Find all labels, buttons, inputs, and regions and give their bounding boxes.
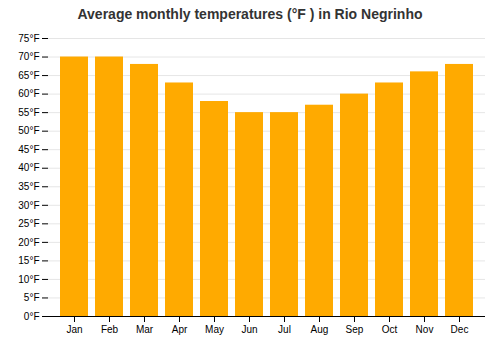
svg-text:Dec: Dec — [451, 324, 469, 335]
svg-text:50°F: 50°F — [18, 125, 39, 136]
svg-text:20°F: 20°F — [18, 237, 39, 248]
svg-text:Mar: Mar — [136, 324, 154, 335]
svg-text:10°F: 10°F — [18, 274, 39, 285]
svg-text:Oct: Oct — [382, 324, 398, 335]
svg-text:Sep: Sep — [346, 324, 364, 335]
svg-text:Feb: Feb — [101, 324, 119, 335]
svg-text:30°F: 30°F — [18, 200, 39, 211]
svg-text:35°F: 35°F — [18, 181, 39, 192]
svg-text:15°F: 15°F — [18, 255, 39, 266]
svg-text:Jul: Jul — [278, 324, 291, 335]
svg-text:25°F: 25°F — [18, 218, 39, 229]
svg-text:Apr: Apr — [172, 324, 188, 335]
svg-text:0°F: 0°F — [24, 311, 40, 322]
svg-text:75°F: 75°F — [18, 33, 39, 44]
svg-text:45°F: 45°F — [18, 144, 39, 155]
svg-text:5°F: 5°F — [24, 292, 40, 303]
svg-text:65°F: 65°F — [18, 70, 39, 81]
svg-text:Nov: Nov — [416, 324, 434, 335]
svg-text:70°F: 70°F — [18, 51, 39, 62]
svg-text:60°F: 60°F — [18, 88, 39, 99]
svg-text:40°F: 40°F — [18, 162, 39, 173]
svg-text:Aug: Aug — [311, 324, 329, 335]
html-text:Average monthly temperatures (: Average monthly temperatures (°F ) in Ri… — [77, 6, 423, 22]
svg-text:55°F: 55°F — [18, 107, 39, 118]
svg-text:Jan: Jan — [66, 324, 82, 335]
svg-text:May: May — [205, 324, 224, 335]
svg-text:Jun: Jun — [241, 324, 257, 335]
